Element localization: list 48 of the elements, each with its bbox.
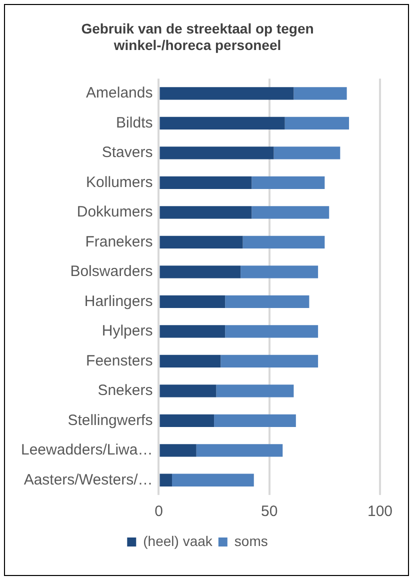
bar <box>160 384 216 398</box>
bar <box>225 325 318 338</box>
y-tick-label: Feensters <box>86 352 153 370</box>
bar <box>160 116 285 130</box>
y-tick-label: Aasters/Westers/… <box>24 471 153 488</box>
bar <box>160 206 252 219</box>
bar <box>284 116 350 130</box>
x-tick-label: 0 <box>154 503 163 520</box>
bar <box>160 354 221 368</box>
legend-label: (heel) vaak <box>143 532 214 549</box>
y-tick-label: Franekers <box>85 233 153 250</box>
bar <box>160 176 252 190</box>
bar <box>216 384 294 398</box>
bar <box>160 87 294 100</box>
bar <box>252 176 325 190</box>
y-tick-label: Leewadders/Liwa… <box>20 442 153 459</box>
y-tick-label: Stellingwerfs <box>68 412 153 429</box>
y-tick-label: Kollumers <box>86 174 153 191</box>
y-tick-label: Snekers <box>98 382 153 400</box>
bar <box>172 474 254 486</box>
bar <box>160 236 243 249</box>
bar <box>160 266 241 278</box>
bar <box>274 146 340 160</box>
bar <box>160 414 214 427</box>
y-tick-label: Hylpers <box>102 322 153 340</box>
bar <box>214 414 296 427</box>
bar <box>160 474 172 486</box>
y-tick-label: Bolswarders <box>70 263 153 280</box>
bar <box>220 354 318 368</box>
y-tick-label: Dokkumers <box>76 204 153 221</box>
x-tick-label: 100 <box>367 503 393 520</box>
y-tick-label: Bildts <box>116 114 153 132</box>
bar <box>160 295 226 308</box>
bar <box>225 295 310 308</box>
y-tick-label: Harlingers <box>84 292 153 310</box>
bar <box>252 206 330 219</box>
legend-label: soms <box>234 532 268 549</box>
bar <box>160 325 226 338</box>
bar <box>242 236 325 249</box>
bar <box>160 444 196 457</box>
bar <box>240 266 318 278</box>
bar <box>160 146 274 160</box>
y-tick-label: Stavers <box>102 144 153 162</box>
bar <box>294 87 347 100</box>
y-tick-label: Amelands <box>86 84 153 102</box>
bar <box>196 444 283 457</box>
x-tick-label: 50 <box>261 503 278 520</box>
chart-title: Gebruik van de streektaal op tegen winkel-/horeca personeel <box>81 20 314 54</box>
